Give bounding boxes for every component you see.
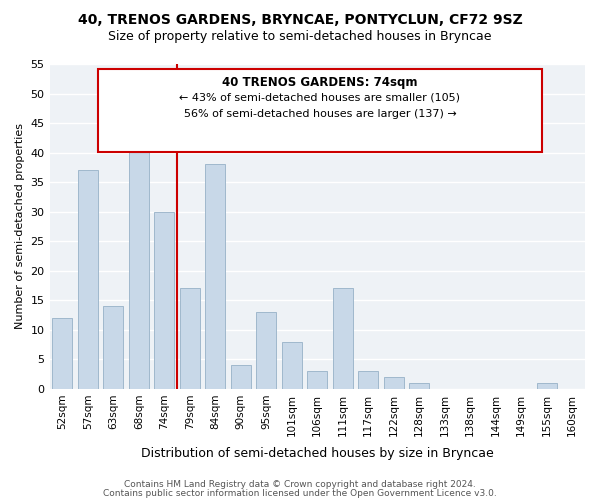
Text: 40 TRENOS GARDENS: 74sqm: 40 TRENOS GARDENS: 74sqm — [222, 76, 418, 90]
Bar — [536, 383, 557, 389]
Y-axis label: Number of semi-detached properties: Number of semi-detached properties — [15, 124, 25, 330]
Bar — [332, 288, 353, 389]
Bar — [230, 366, 251, 389]
Bar — [281, 342, 302, 389]
Bar — [307, 371, 328, 389]
Bar — [358, 371, 379, 389]
Bar — [409, 383, 430, 389]
Bar — [205, 164, 226, 389]
Text: 56% of semi-detached houses are larger (137) →: 56% of semi-detached houses are larger (… — [184, 109, 457, 119]
Text: Contains public sector information licensed under the Open Government Licence v3: Contains public sector information licen… — [103, 488, 497, 498]
Text: Size of property relative to semi-detached houses in Bryncae: Size of property relative to semi-detach… — [108, 30, 492, 43]
Bar — [77, 170, 98, 389]
Text: 40, TRENOS GARDENS, BRYNCAE, PONTYCLUN, CF72 9SZ: 40, TRENOS GARDENS, BRYNCAE, PONTYCLUN, … — [77, 12, 523, 26]
X-axis label: Distribution of semi-detached houses by size in Bryncae: Distribution of semi-detached houses by … — [141, 447, 494, 460]
Bar — [154, 212, 175, 389]
Bar — [179, 288, 200, 389]
FancyBboxPatch shape — [98, 69, 542, 152]
Bar — [103, 306, 124, 389]
Bar — [52, 318, 73, 389]
Text: ← 43% of semi-detached houses are smaller (105): ← 43% of semi-detached houses are smalle… — [179, 92, 460, 102]
Bar — [128, 117, 149, 389]
Bar — [383, 377, 404, 389]
Bar — [256, 312, 277, 389]
Text: Contains HM Land Registry data © Crown copyright and database right 2024.: Contains HM Land Registry data © Crown c… — [124, 480, 476, 489]
